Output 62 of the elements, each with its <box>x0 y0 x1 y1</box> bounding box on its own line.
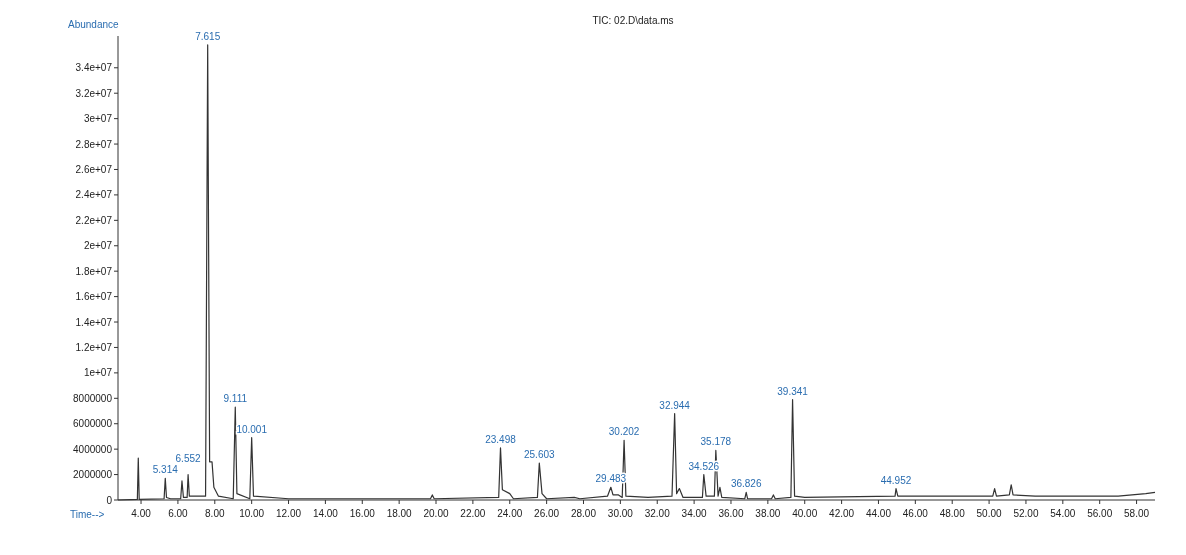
annotation: 6.552 <box>175 453 202 465</box>
y-tick-label: 2000000 <box>73 469 113 481</box>
x-tick-label: 32.00 <box>644 508 671 519</box>
x-tick-label: 22.00 <box>460 508 486 519</box>
y-tick-label: 2.2e+07 <box>75 214 113 226</box>
y-tick-label: 1.8e+07 <box>75 265 113 277</box>
x-tick-label: 34.00 <box>681 508 708 519</box>
x-tick-label: 18.00 <box>386 508 413 519</box>
x-tick-label: 30.00 <box>607 508 634 519</box>
annotation: 5.314 <box>152 464 179 476</box>
x-tick-label: 36.00 <box>718 508 744 519</box>
x-tick-label: 58.00 <box>1124 508 1150 519</box>
x-tick-label: 26.00 <box>534 508 560 519</box>
y-tick-label: 2.6e+07 <box>75 163 113 175</box>
y-tick-label: 1.6e+07 <box>75 291 113 303</box>
annotation: 25.603 <box>524 449 556 461</box>
y-tick-label: 3.2e+07 <box>75 87 113 99</box>
x-tick-label: 20.00 <box>423 508 449 519</box>
y-tick-label: 8000000 <box>73 392 113 404</box>
x-tick-label: 46.00 <box>902 508 929 519</box>
annotation: 32.944 <box>659 399 691 411</box>
y-axis-title: Abundance <box>68 19 120 30</box>
annotation: 30.202 <box>608 426 640 438</box>
x-tick-label: 52.00 <box>1013 508 1039 519</box>
y-tick-label: 4000000 <box>73 443 113 455</box>
y-tick-label: 6000000 <box>73 418 113 430</box>
y-tick-label: 0 <box>106 494 113 506</box>
x-tick-label: 8.00 <box>205 508 225 519</box>
y-tick-label: 3e+07 <box>83 113 113 125</box>
x-tick-label: 24.00 <box>497 508 523 519</box>
annotation: 39.341 <box>777 385 809 397</box>
annotation: 44.952 <box>880 474 912 486</box>
y-tick-label: 1e+07 <box>83 367 113 379</box>
x-tick-label: 44.00 <box>865 508 892 519</box>
x-tick-label: 16.00 <box>349 508 376 519</box>
y-tick-label: 2.4e+07 <box>75 189 113 201</box>
x-tick-label: 42.00 <box>829 508 855 519</box>
y-tick-label: 1.4e+07 <box>75 316 113 328</box>
x-tick-label: 50.00 <box>976 508 1003 519</box>
y-tick-label: 1.2e+07 <box>75 341 113 353</box>
annotation: 23.498 <box>485 433 517 445</box>
annotation: 35.178 <box>700 436 732 448</box>
x-tick-label: 10.00 <box>239 508 265 519</box>
x-tick-label: 4.00 <box>131 508 152 519</box>
y-tick-label: 2e+07 <box>83 240 113 252</box>
x-tick-label: 54.00 <box>1050 508 1076 519</box>
x-tick-label: 48.00 <box>939 508 966 519</box>
annotation: 36.826 <box>730 478 762 490</box>
annotation: 7.615 <box>195 30 221 42</box>
annotation: 9.111 <box>223 393 248 405</box>
x-tick-label: 56.00 <box>1087 508 1113 519</box>
x-tick-label: 28.00 <box>570 508 597 519</box>
y-tick-label: 3.4e+07 <box>75 62 113 74</box>
y-tick-label: 2.8e+07 <box>75 138 113 150</box>
x-tick-label: 14.00 <box>312 508 339 519</box>
x-tick-label: 12.00 <box>276 508 302 519</box>
x-tick-label: 38.00 <box>755 508 781 519</box>
annotation: 10.001 <box>236 423 268 435</box>
x-tick-label: 6.00 <box>168 508 189 519</box>
chart-title: TIC: 02.D\data.ms <box>592 15 674 26</box>
x-axis-title: Time--> <box>70 509 105 520</box>
x-tick-label: 40.00 <box>792 508 818 519</box>
